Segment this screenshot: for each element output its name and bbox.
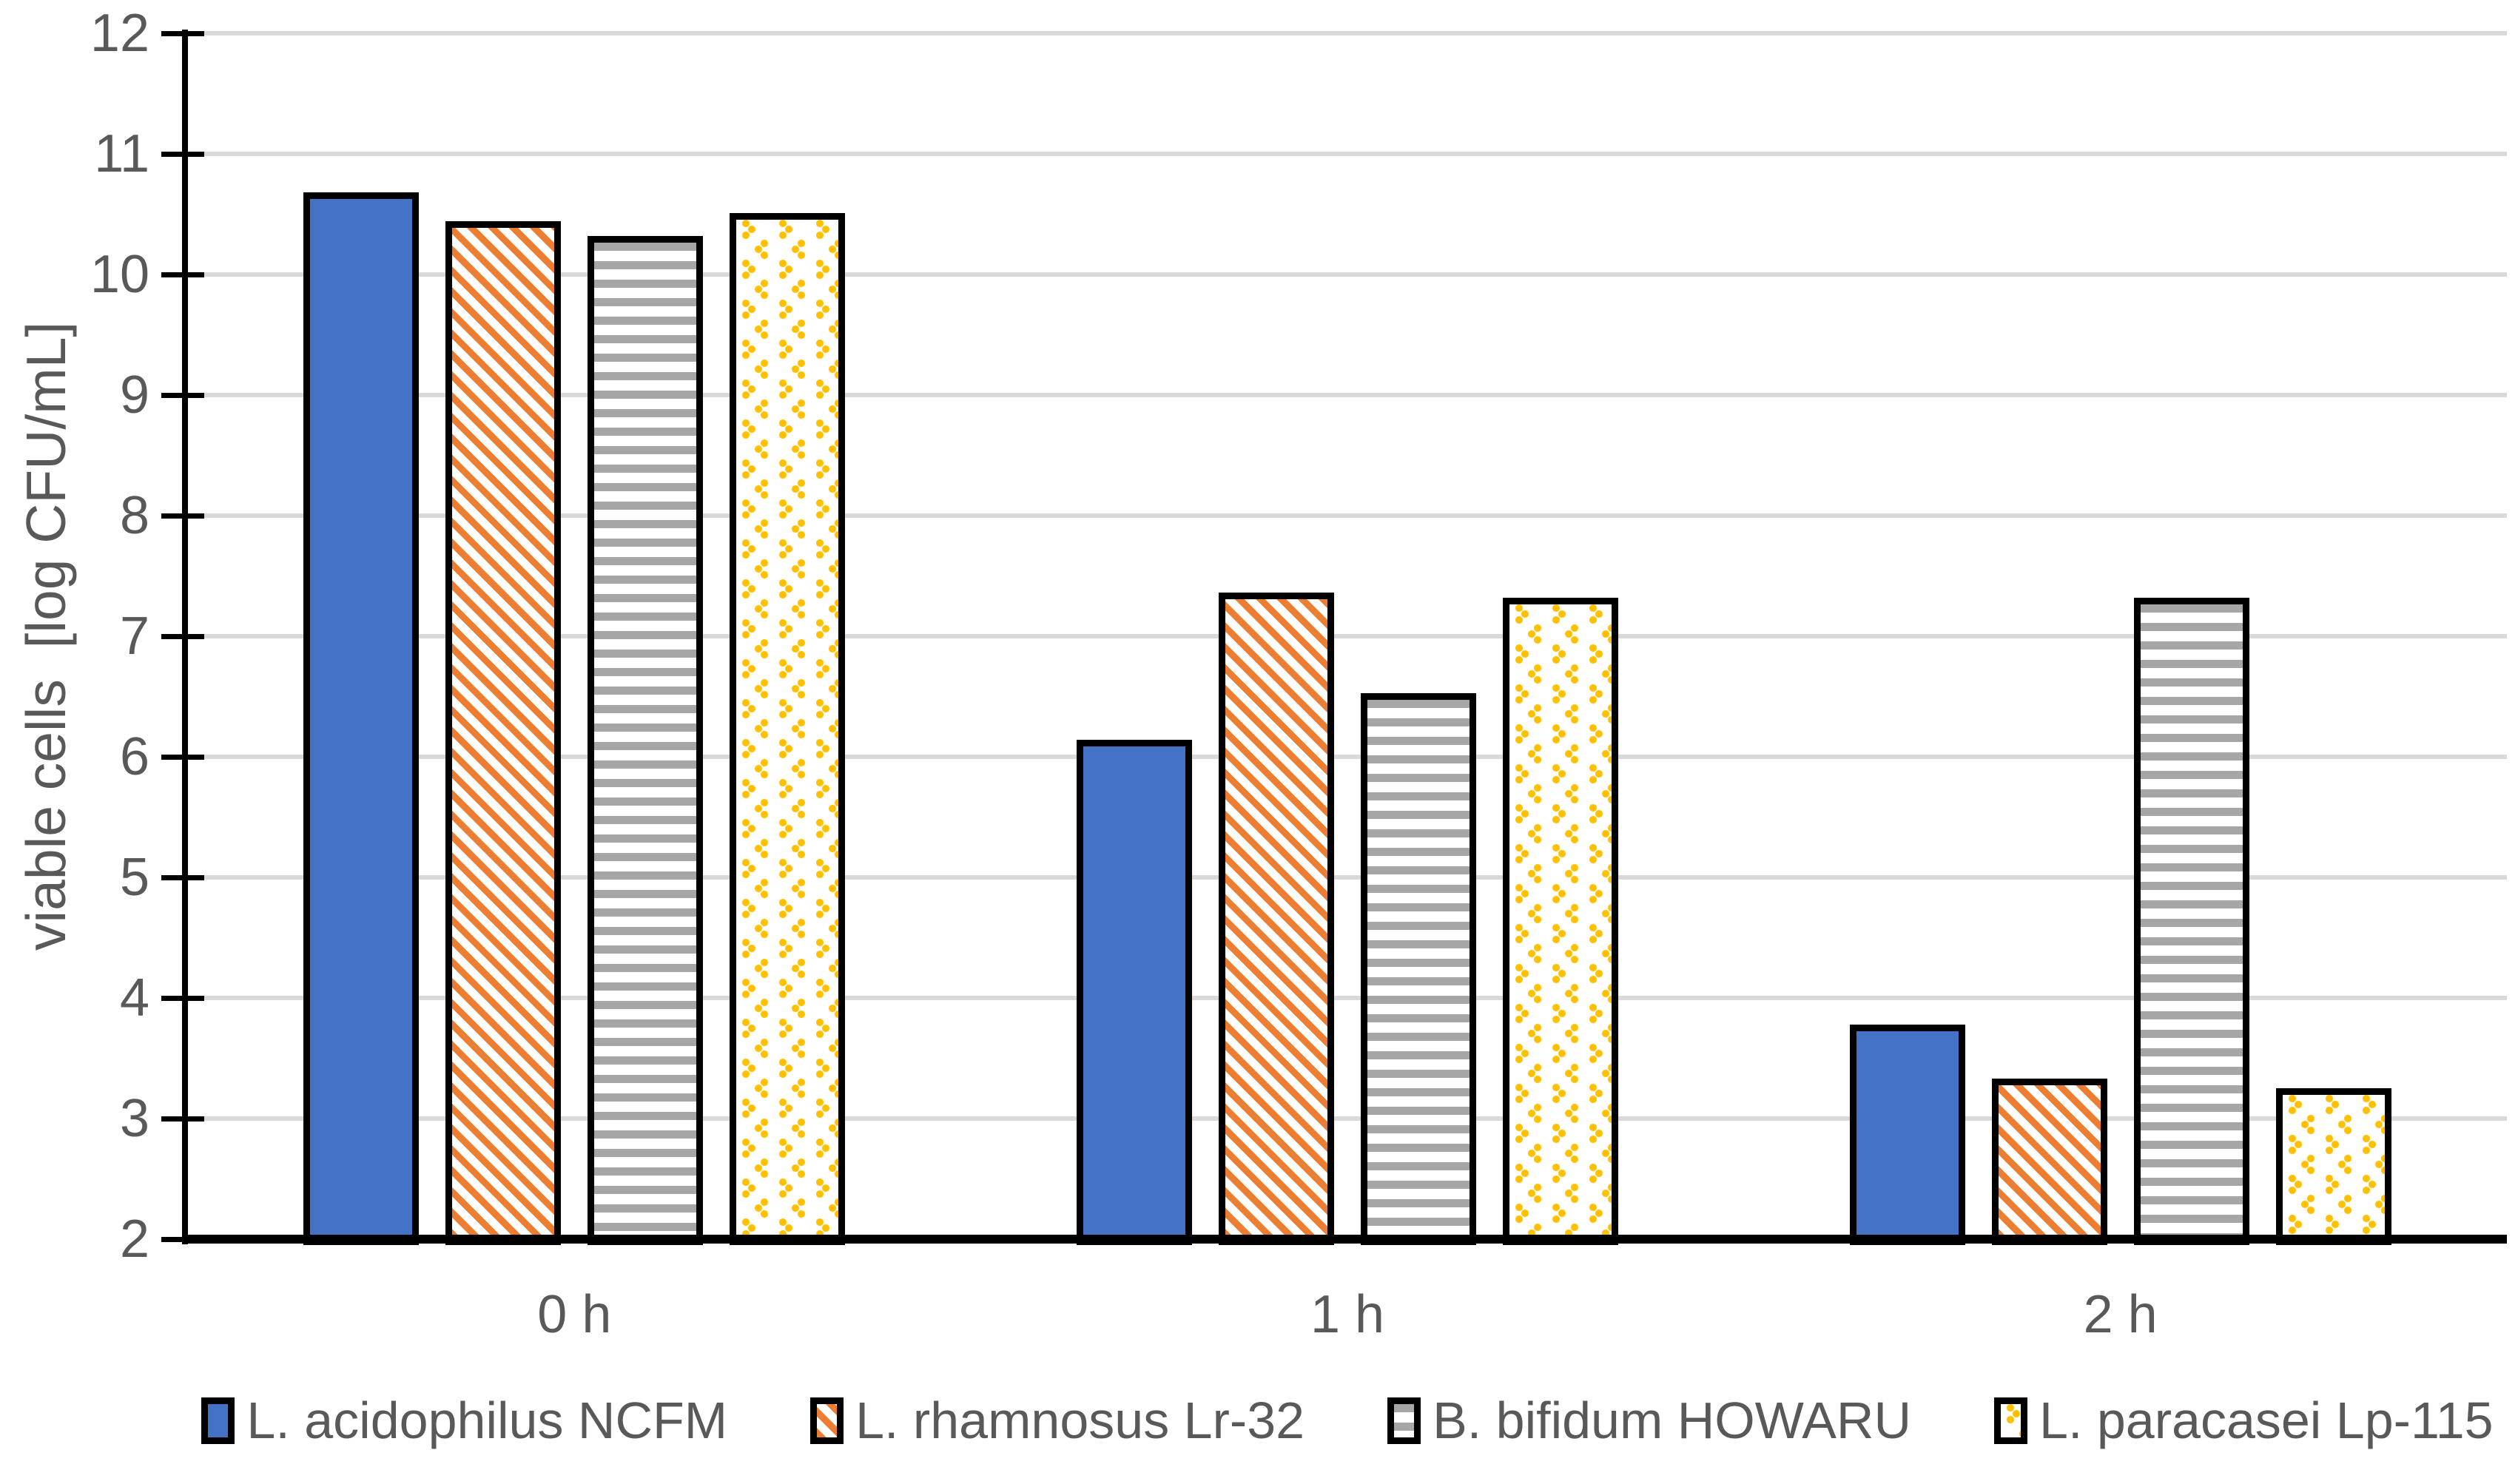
bar — [730, 212, 846, 1245]
gridline — [188, 272, 2507, 277]
legend-label: L. acidophilus NCFM — [246, 1392, 728, 1449]
category-label: 2 h — [2083, 1285, 2158, 1344]
category-label: 1 h — [1310, 1285, 1385, 1344]
y-tick-mark — [161, 754, 204, 760]
legend-item: B. bifidum HOWARU — [1387, 1391, 1911, 1450]
bar — [1503, 597, 1618, 1245]
gridline — [188, 152, 2507, 156]
bar — [1849, 1024, 1965, 1245]
category-label: 0 h — [537, 1285, 612, 1344]
legend-label: B. bifidum HOWARU — [1433, 1392, 1912, 1449]
bar — [2133, 597, 2249, 1245]
legend-label: L. paracasei Lp-115 — [2039, 1392, 2494, 1449]
y-tick-mark — [161, 392, 204, 398]
y-tick-mark — [161, 1236, 204, 1242]
gridline — [188, 1116, 2507, 1121]
y-tick-label: 7 — [119, 607, 149, 666]
bar — [1077, 740, 1192, 1245]
legend-item: L. rhamnosus Lr-32 — [810, 1391, 1305, 1450]
legend: L. acidophilus NCFM L. rhamnosus Lr-32 B. … — [188, 1385, 2507, 1456]
bar — [1991, 1079, 2107, 1245]
y-tick-label: 8 — [119, 486, 149, 545]
legend-label: L. rhamnosus Lr-32 — [855, 1392, 1305, 1449]
bar — [2275, 1088, 2391, 1245]
gridline — [188, 393, 2507, 397]
gridline — [188, 31, 2507, 36]
y-tick-label: 11 — [94, 124, 149, 183]
x-axis-line — [182, 1235, 2507, 1244]
bar — [1361, 692, 1476, 1245]
y-tick-mark — [161, 151, 204, 157]
y-tick-mark — [161, 1116, 204, 1122]
bar — [1219, 593, 1334, 1245]
legend-swatch — [1994, 1397, 2028, 1444]
y-tick-mark — [161, 995, 204, 1001]
y-tick-label: 5 — [119, 848, 149, 907]
gridline — [188, 875, 2507, 880]
gridline — [188, 513, 2507, 518]
y-tick-mark — [161, 271, 204, 277]
bar — [303, 192, 420, 1245]
y-tick-mark — [161, 513, 204, 519]
y-tick-label: 10 — [90, 245, 149, 304]
y-tick-label: 12 — [90, 4, 149, 63]
gridline — [188, 755, 2507, 759]
legend-item: L. acidophilus NCFM — [201, 1391, 727, 1450]
legend-swatch — [201, 1397, 235, 1444]
gridline — [188, 996, 2507, 1000]
y-tick-mark — [161, 874, 204, 880]
legend-item: L. paracasei Lp-115 — [1994, 1391, 2494, 1450]
y-tick-label: 3 — [119, 1089, 149, 1148]
legend-swatch — [810, 1397, 844, 1444]
y-tick-label: 2 — [119, 1210, 149, 1269]
y-tick-mark — [161, 30, 204, 36]
y-tick-mark — [161, 633, 204, 639]
bar — [445, 221, 562, 1245]
gridline — [188, 634, 2507, 638]
y-tick-label: 6 — [119, 727, 149, 786]
bar — [588, 235, 704, 1245]
legend-swatch — [1387, 1397, 1421, 1444]
y-tick-label: 9 — [119, 365, 149, 425]
y-tick-label: 4 — [119, 968, 149, 1028]
